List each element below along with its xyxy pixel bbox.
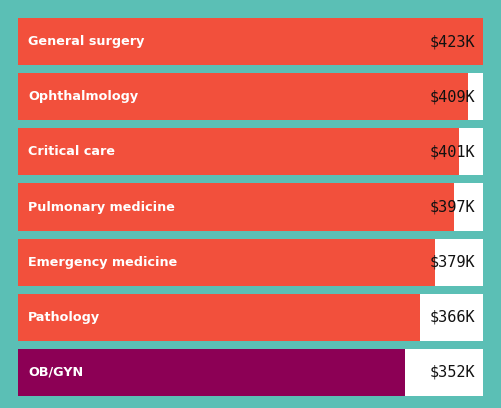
Text: $352K: $352K bbox=[429, 365, 475, 380]
Text: Pathology: Pathology bbox=[28, 311, 100, 324]
Bar bbox=[18, 294, 483, 341]
Bar bbox=[18, 73, 467, 120]
Bar bbox=[18, 239, 435, 286]
Text: $366K: $366K bbox=[429, 310, 475, 325]
Text: General surgery: General surgery bbox=[28, 35, 144, 48]
Bar bbox=[18, 184, 454, 231]
Bar bbox=[18, 349, 483, 396]
Bar bbox=[18, 349, 405, 396]
Text: $379K: $379K bbox=[429, 255, 475, 270]
Text: Emergency medicine: Emergency medicine bbox=[28, 256, 177, 268]
Bar bbox=[18, 239, 483, 286]
Text: OB/GYN: OB/GYN bbox=[28, 366, 83, 379]
Bar bbox=[18, 294, 420, 341]
Bar bbox=[18, 128, 459, 175]
Bar bbox=[18, 18, 483, 65]
Bar bbox=[18, 128, 483, 175]
Text: $423K: $423K bbox=[429, 34, 475, 49]
Text: Critical care: Critical care bbox=[28, 145, 115, 158]
Bar bbox=[18, 73, 483, 120]
Text: Pulmonary medicine: Pulmonary medicine bbox=[28, 200, 175, 213]
Bar bbox=[18, 18, 483, 65]
Text: $401K: $401K bbox=[429, 144, 475, 160]
Text: $397K: $397K bbox=[429, 200, 475, 215]
Text: $409K: $409K bbox=[429, 89, 475, 104]
Text: Ophthalmology: Ophthalmology bbox=[28, 90, 138, 103]
Bar bbox=[18, 184, 483, 231]
